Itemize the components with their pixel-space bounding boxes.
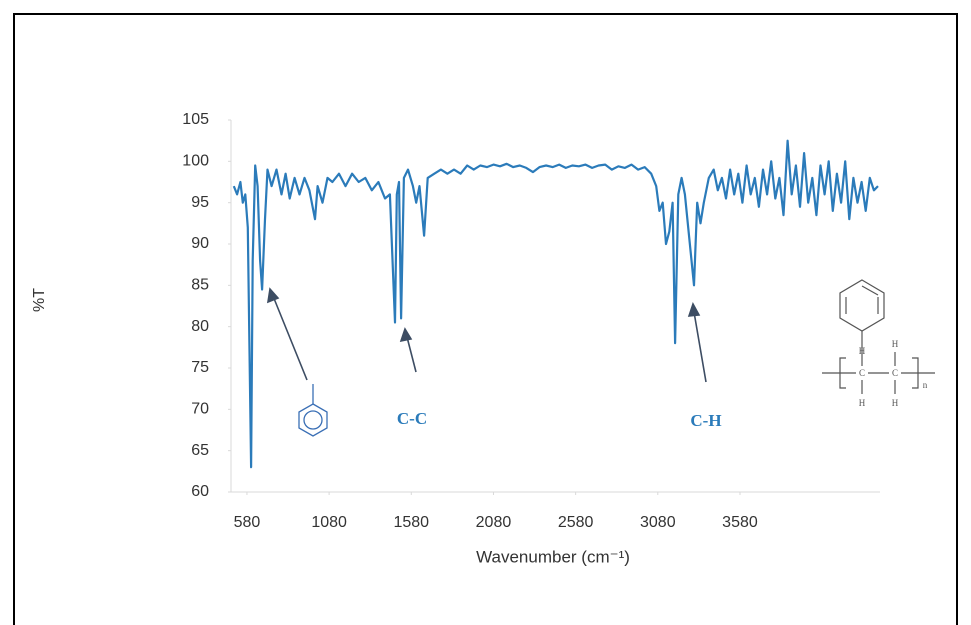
x-tick-label: 3580 <box>722 514 758 531</box>
x-tick-label: 1080 <box>311 514 347 531</box>
ring <box>298 403 328 437</box>
y-tick-label: 105 <box>182 111 209 128</box>
atom: n <box>923 380 928 390</box>
x-tick-label: 2580 <box>558 514 594 531</box>
atom: H <box>859 346 866 356</box>
y-tick-label: 95 <box>191 194 209 211</box>
arrow-head <box>687 302 701 317</box>
arrow-head <box>399 327 413 343</box>
atom: H <box>892 398 899 408</box>
atom: H <box>859 398 866 408</box>
y-tick-label: 65 <box>191 442 209 459</box>
y-tick-label: 100 <box>182 153 209 170</box>
x-tick-label: 1580 <box>393 514 429 531</box>
x-tick-label: 3080 <box>640 514 676 531</box>
y-tick-label: 70 <box>191 401 209 418</box>
x-tick-label: 580 <box>234 514 261 531</box>
atom: C <box>859 368 865 378</box>
y-tick-label: 90 <box>191 235 209 252</box>
bracket <box>912 357 919 389</box>
bond <box>861 285 879 296</box>
annotation: C-C <box>397 409 427 428</box>
arrow <box>406 336 417 373</box>
frame <box>13 13 958 625</box>
arrow-head <box>266 287 280 304</box>
y-tick-label: 80 <box>191 318 209 335</box>
ring-inner <box>303 410 323 430</box>
y-tick-label: 75 <box>191 359 209 376</box>
spectrum-line <box>232 139 879 469</box>
y-tick-label: 85 <box>191 277 209 294</box>
arrows <box>266 287 707 383</box>
x-axis-label: Wavenumber (cm⁻¹) <box>476 547 630 566</box>
x-tick-label: 2080 <box>476 514 512 531</box>
y-tick-label: 60 <box>191 483 209 500</box>
polystyrene-structure <box>822 279 935 394</box>
y-axis-label: %T <box>31 288 48 312</box>
annotation: C-H <box>690 411 721 430</box>
bracket <box>839 357 846 389</box>
benzene-icon <box>298 384 328 437</box>
atom: H <box>892 339 899 349</box>
atom: C <box>892 368 898 378</box>
arrow <box>693 311 707 383</box>
structure-labels: H H C C H H n <box>859 339 928 408</box>
arrow <box>272 295 308 381</box>
